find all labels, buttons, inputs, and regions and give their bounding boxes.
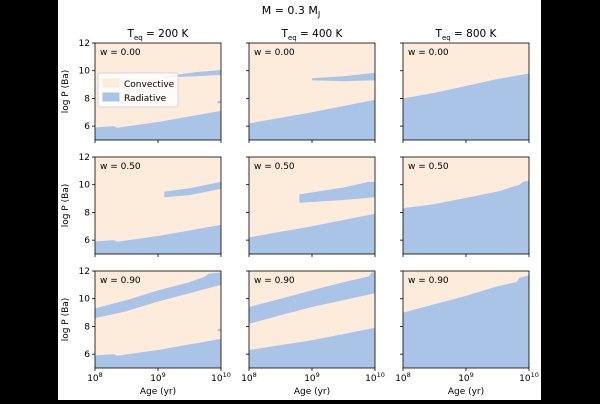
panel-w-label: w = 0.00 <box>100 48 141 58</box>
x-axis-label: Age (yr) <box>448 387 484 397</box>
panel-1-1: w = 0.50 <box>246 156 376 257</box>
column-title: Teq = 200 K <box>127 28 190 42</box>
panel-0-0: w = 0.00 6 8 10 12 Teq = 200 K log P (Ba) Conve… <box>61 28 222 143</box>
radiative-region-bottom <box>403 275 529 368</box>
figure-title: M = 0.3 MJ <box>262 4 321 19</box>
panel-w-label: w = 0.50 <box>408 162 449 172</box>
panel-w-label: w = 0.00 <box>408 48 449 58</box>
radiative-zone-0 <box>164 181 221 198</box>
panel-0-2: w = 0.00 Teq = 800 K <box>400 28 530 143</box>
y-tick-label: 8 <box>84 322 90 332</box>
panel-0-1: w = 0.00 Teq = 400 K <box>246 28 376 143</box>
radiative-zone-1 <box>217 328 221 332</box>
x-tick-label: 108 <box>395 371 411 384</box>
radiative-region-bottom <box>249 99 375 140</box>
radiative-region-bottom <box>95 338 221 368</box>
x-tick-label: 109 <box>150 371 166 384</box>
y-tick-label: 10 <box>79 67 91 77</box>
x-tick-label: 1010 <box>365 371 385 384</box>
x-tick-label: 109 <box>304 371 320 384</box>
legend-swatch <box>102 78 120 88</box>
y-tick-label: 10 <box>79 181 91 191</box>
column-title: Teq = 400 K <box>281 28 344 42</box>
panel-1-2: w = 0.50 <box>400 156 530 257</box>
x-tick-label: 108 <box>87 371 103 384</box>
column-title: Teq = 800 K <box>435 28 498 42</box>
radiative-zone-0 <box>299 181 375 203</box>
y-axis-label: log P (Ba) <box>61 70 71 114</box>
radiative-region-bottom <box>95 110 221 140</box>
x-axis-label: Age (yr) <box>140 387 176 397</box>
y-tick-label: 6 <box>84 236 90 246</box>
y-tick-label: 12 <box>79 39 90 49</box>
radiative-region-bottom <box>403 180 529 254</box>
radiative-region-bottom <box>249 213 375 254</box>
panel-w-label: w = 0.50 <box>254 162 295 172</box>
y-tick-label: 8 <box>84 94 90 104</box>
y-tick-label: 12 <box>79 267 90 277</box>
y-axis-label: log P (Ba) <box>61 298 71 342</box>
panel-2-1: w = 0.90 108 109 1010 Age (yr) <box>241 270 385 397</box>
panel-w-label: w = 0.50 <box>100 162 141 172</box>
legend: Convective Radiative <box>97 72 179 108</box>
panel-w-label: w = 0.90 <box>408 276 449 286</box>
y-tick-label: 12 <box>79 153 90 163</box>
panel-2-0: w = 0.90 6 8 10 12 108 109 1010 log P (Ba) Age (y… <box>61 267 231 397</box>
x-tick-label: 1010 <box>211 371 231 384</box>
x-tick-label: 109 <box>458 371 474 384</box>
radiative-region-bottom <box>95 224 221 254</box>
y-tick-label: 6 <box>84 350 90 360</box>
x-axis-label: Age (yr) <box>294 387 330 397</box>
y-tick-label: 8 <box>84 208 90 218</box>
panel-2-2: w = 0.90 108 109 1010 Age (yr) <box>395 270 539 397</box>
y-tick-label: 10 <box>79 295 91 305</box>
panel-w-label: w = 0.00 <box>254 48 295 58</box>
radiative-zone-1 <box>217 100 221 104</box>
radiative-region-bottom <box>403 73 529 140</box>
panel-w-label: w = 0.90 <box>100 276 141 286</box>
radiative-zone-0 <box>95 272 221 319</box>
radiative-zone-0 <box>312 72 375 82</box>
figure: M = 0.3 MJ w = 0.00 6 8 10 12 Teq = 200 K log … <box>58 0 541 400</box>
panel-1-0: w = 0.50 6 8 10 12 log P (Ba) <box>61 153 222 257</box>
x-tick-label: 108 <box>241 371 257 384</box>
x-tick-label: 1010 <box>519 371 539 384</box>
legend-label: Radiative <box>124 94 167 104</box>
y-axis-label: log P (Ba) <box>61 184 71 228</box>
radiative-zone-0 <box>249 272 375 324</box>
panel-w-label: w = 0.90 <box>254 276 295 286</box>
legend-swatch <box>102 92 120 102</box>
legend-label: Convective <box>124 80 175 90</box>
chart-figure: M = 0.3 MJ w = 0.00 6 8 10 12 Teq = 200 K log … <box>61 4 539 397</box>
radiative-region-bottom <box>249 327 375 368</box>
y-tick-label: 6 <box>84 122 90 132</box>
